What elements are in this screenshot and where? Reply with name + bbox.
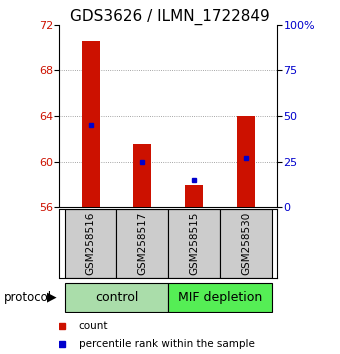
Text: percentile rank within the sample: percentile rank within the sample <box>79 339 254 349</box>
Text: GSM258530: GSM258530 <box>241 212 251 275</box>
Bar <box>168 209 220 278</box>
Text: GSM258516: GSM258516 <box>86 212 96 275</box>
Text: MIF depletion: MIF depletion <box>178 291 262 304</box>
Bar <box>168 283 272 312</box>
Bar <box>237 116 255 207</box>
Text: GSM258517: GSM258517 <box>137 212 148 275</box>
Text: ▶: ▶ <box>47 291 56 304</box>
Text: count: count <box>79 321 108 331</box>
Text: GDS3626 / ILMN_1722849: GDS3626 / ILMN_1722849 <box>70 9 270 25</box>
Bar <box>82 41 100 207</box>
Bar <box>185 185 203 207</box>
Bar <box>65 209 117 278</box>
Bar <box>117 209 168 278</box>
Text: control: control <box>95 291 138 304</box>
Bar <box>220 209 272 278</box>
Bar <box>65 283 168 312</box>
Text: protocol: protocol <box>3 291 52 304</box>
Bar <box>133 144 151 207</box>
Text: GSM258515: GSM258515 <box>189 212 199 275</box>
